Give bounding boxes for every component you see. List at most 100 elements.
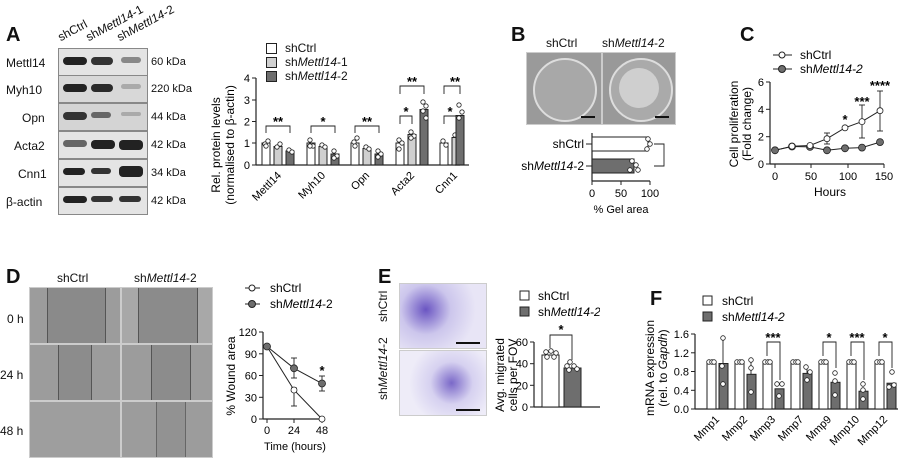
svg-text:**: ** bbox=[362, 114, 373, 129]
svg-text:***: *** bbox=[849, 330, 865, 345]
wound-image bbox=[121, 287, 213, 344]
svg-text:50: 50 bbox=[805, 171, 817, 183]
svg-text:*: * bbox=[826, 330, 832, 345]
svg-text:0.8: 0.8 bbox=[674, 367, 689, 379]
svg-text:*: * bbox=[558, 322, 564, 337]
svg-text:90: 90 bbox=[245, 349, 257, 361]
blot-strip-cnn1 bbox=[58, 159, 148, 187]
svg-text:**: ** bbox=[273, 114, 284, 129]
wound-image bbox=[29, 401, 121, 458]
svg-text:*: * bbox=[447, 104, 453, 119]
image-title-shmettl14-2: shMettl14-2 bbox=[134, 271, 197, 285]
svg-text:0: 0 bbox=[522, 402, 528, 414]
blot-strip-beta-actin bbox=[58, 187, 148, 215]
svg-text:4: 4 bbox=[758, 104, 764, 116]
panel-label-c: C bbox=[740, 24, 755, 46]
blot-strip-mettl14 bbox=[58, 48, 148, 76]
row-label-shctrl: shCtrl bbox=[376, 290, 390, 322]
svg-text:shMettl14-2: shMettl14-2 bbox=[722, 310, 785, 324]
svg-text:Myh10: Myh10 bbox=[296, 170, 328, 202]
svg-text:(Fold change): (Fold change) bbox=[740, 87, 754, 161]
svg-text:40: 40 bbox=[516, 359, 528, 371]
svg-text:shCtrl: shCtrl bbox=[553, 137, 584, 151]
y-axis-label-a: Rel. protein levels bbox=[209, 97, 223, 192]
wound-image bbox=[121, 344, 213, 401]
svg-text:Avg. migrated: Avg. migrated bbox=[493, 338, 507, 412]
svg-text:0.0: 0.0 bbox=[674, 404, 689, 416]
panel-label-a: A bbox=[6, 24, 21, 46]
svg-text:1.2: 1.2 bbox=[674, 348, 689, 360]
chart-c-proliferation: shCtrl shMettl14-2 Cell proliferation (F… bbox=[727, 48, 893, 199]
svg-text:**: ** bbox=[669, 150, 670, 161]
blot-strip-opn bbox=[58, 103, 148, 131]
svg-text:shCtrl: shCtrl bbox=[722, 294, 753, 308]
svg-text:30: 30 bbox=[245, 392, 257, 404]
legend-label: shMettl14-2 bbox=[285, 69, 348, 83]
svg-text:Mmp3: Mmp3 bbox=[748, 414, 778, 444]
image-title-shmettl14-2: shMettl14-2 bbox=[602, 36, 665, 50]
svg-text:Cnn1: Cnn1 bbox=[433, 170, 460, 197]
blot-kda-label: 44 kDa bbox=[151, 111, 186, 123]
svg-text:*: * bbox=[319, 363, 325, 378]
svg-text:shCtrl: shCtrl bbox=[270, 281, 301, 295]
blot-kda-label: 60 kDa bbox=[151, 56, 186, 68]
chart-d-wound-area: shCtrl shMettl14-2 % Wound area 0 30 60 … bbox=[224, 281, 333, 453]
svg-text:120: 120 bbox=[239, 327, 257, 339]
blot-protein-label: Cnn1 bbox=[18, 167, 47, 181]
panel-label-f: F bbox=[650, 288, 663, 310]
chart-a-overflow-bar bbox=[455, 85, 469, 166]
svg-text:0: 0 bbox=[772, 171, 778, 183]
transwell-image-shmettl14-2 bbox=[399, 350, 487, 416]
svg-text:**: ** bbox=[407, 74, 418, 89]
wound-image bbox=[29, 287, 121, 344]
svg-text:shMettl14-2: shMettl14-2 bbox=[521, 159, 584, 173]
legend-swatch-shctrl bbox=[266, 42, 277, 54]
chart-f-mmp-expression: shCtrl shMettl14-2 mRNA expression (rel.… bbox=[643, 294, 898, 448]
svg-text:6: 6 bbox=[758, 77, 764, 89]
image-title-shctrl: shCtrl bbox=[57, 271, 89, 285]
wound-image bbox=[29, 344, 121, 401]
svg-text:Time (hours): Time (hours) bbox=[264, 441, 326, 453]
gel-image-shmettl14-2 bbox=[602, 52, 676, 125]
legend-swatch-shmettl14-1 bbox=[266, 56, 277, 68]
row-label-shmettl14-2: shMettl14-2 bbox=[376, 337, 390, 400]
blot-protein-label: Myh10 bbox=[6, 83, 43, 97]
blot-kda-label: 42 kDa bbox=[151, 139, 186, 151]
transwell-image-shctrl bbox=[399, 283, 487, 349]
svg-text:24: 24 bbox=[288, 425, 300, 437]
svg-text:cells per FOV: cells per FOV bbox=[506, 339, 520, 412]
svg-text:48: 48 bbox=[316, 425, 328, 437]
row-label-0h: 0 h bbox=[7, 312, 24, 326]
svg-text:(rel. to Gapdh): (rel. to Gapdh) bbox=[656, 329, 670, 406]
row-label-24h: 24 h bbox=[0, 368, 24, 382]
svg-text:60: 60 bbox=[245, 371, 257, 383]
svg-text:150: 150 bbox=[875, 171, 893, 183]
panel-label-d: D bbox=[6, 266, 21, 288]
svg-text:60: 60 bbox=[516, 337, 528, 349]
svg-text:0.4: 0.4 bbox=[674, 385, 689, 397]
blot-kda-label: 220 kDa bbox=[151, 83, 192, 95]
svg-text:Acta2: Acta2 bbox=[389, 170, 417, 198]
svg-text:4: 4 bbox=[244, 73, 250, 85]
svg-text:3: 3 bbox=[244, 95, 250, 107]
blot-protein-label: Opn bbox=[22, 111, 45, 125]
svg-text:0: 0 bbox=[244, 160, 250, 172]
legend-label: shCtrl bbox=[285, 41, 317, 55]
svg-text:20: 20 bbox=[516, 380, 528, 392]
svg-text:shMettl14-2: shMettl14-2 bbox=[270, 297, 333, 311]
svg-text:0: 0 bbox=[264, 425, 270, 437]
svg-text:0: 0 bbox=[251, 414, 257, 426]
svg-text:shCtrl: shCtrl bbox=[800, 48, 831, 62]
blot-protein-label: Acta2 bbox=[14, 139, 45, 153]
svg-text:0: 0 bbox=[758, 159, 764, 171]
svg-text:Mmp10: Mmp10 bbox=[828, 414, 862, 448]
panel-label-e: E bbox=[378, 266, 392, 288]
svg-text:100: 100 bbox=[641, 188, 659, 200]
svg-text:0: 0 bbox=[589, 188, 595, 200]
svg-text:*: * bbox=[882, 330, 888, 345]
svg-text:mRNA expression: mRNA expression bbox=[643, 320, 657, 416]
svg-text:Opn: Opn bbox=[349, 170, 372, 193]
svg-text:***: *** bbox=[854, 94, 870, 109]
svg-text:Mmp7: Mmp7 bbox=[776, 414, 806, 444]
svg-text:**: ** bbox=[450, 74, 460, 89]
